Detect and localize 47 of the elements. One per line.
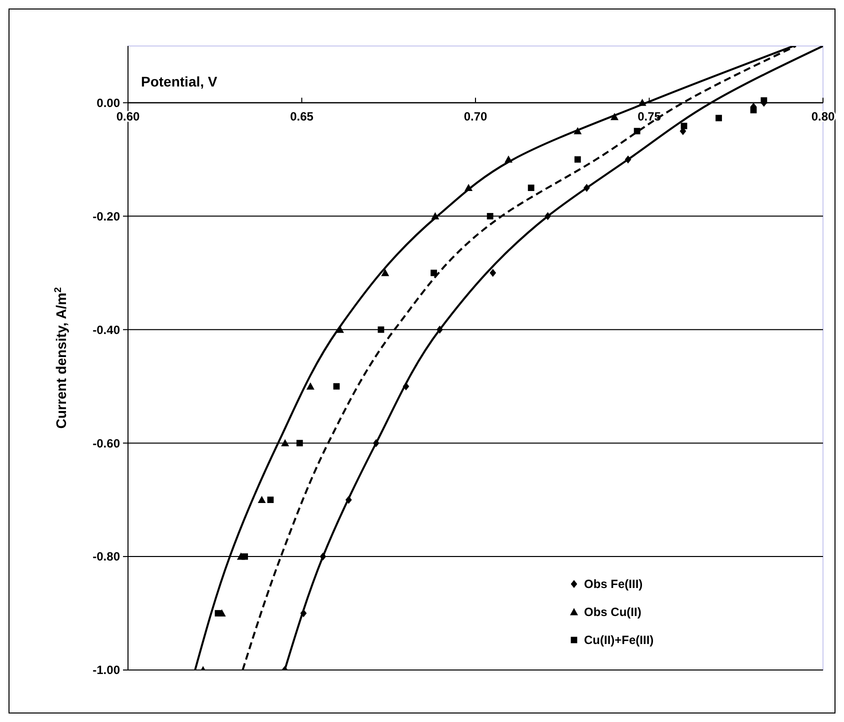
point (402, 382, 410, 390)
point (258, 496, 266, 504)
y-tick-label: -0.80 (92, 550, 120, 564)
point (281, 439, 290, 446)
point (574, 156, 581, 163)
point (634, 128, 640, 134)
point (296, 440, 303, 446)
point (486, 212, 494, 220)
point (638, 98, 646, 106)
legend-label: Obs Cu(II) (584, 605, 642, 620)
point (528, 184, 534, 192)
point (431, 212, 440, 220)
point (333, 383, 340, 390)
legend-label: Cu(II)+Fe(III) (584, 633, 654, 648)
point (320, 552, 326, 561)
legend-label: Obs Fe(III) (584, 577, 643, 592)
point (504, 155, 513, 163)
point (760, 97, 768, 104)
point (306, 382, 314, 390)
point (544, 212, 551, 220)
x-tick-label: 0.70 (464, 110, 488, 124)
point (584, 184, 590, 192)
point (464, 184, 473, 192)
y-tick-label: -0.20 (92, 209, 120, 224)
point (610, 112, 618, 120)
point (267, 496, 274, 504)
x-tick-label: 0.65 (290, 110, 314, 124)
y-tick-label: -1.00 (92, 663, 120, 678)
point (214, 610, 222, 616)
point (624, 155, 632, 164)
y-tick-label: -0.60 (92, 436, 120, 450)
point (242, 553, 248, 560)
y-tick-label: -0.40 (92, 322, 120, 337)
point (490, 268, 496, 277)
x-axis-title: Potential, V (141, 74, 218, 90)
point (750, 106, 757, 114)
point (430, 270, 437, 276)
point (372, 439, 380, 448)
point (381, 268, 390, 276)
point (345, 496, 352, 504)
point (716, 114, 722, 122)
x-tick-label: 0.75 (638, 110, 662, 124)
point (574, 127, 582, 134)
point (436, 326, 443, 334)
x-tick-label: 0.80 (811, 110, 835, 124)
point (378, 326, 384, 333)
y-tick-label: 0.00 (96, 96, 120, 110)
